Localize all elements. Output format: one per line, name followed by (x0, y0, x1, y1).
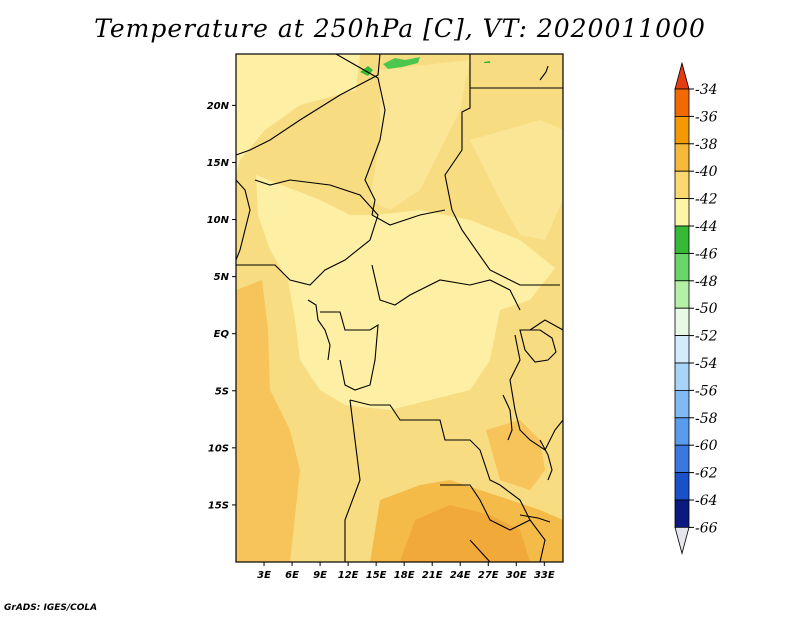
temperature-field (236, 54, 563, 562)
colorbar-label: -56 (695, 383, 718, 399)
lake-malawi (539, 439, 553, 481)
border-8 (320, 311, 379, 391)
field-light-north (370, 60, 470, 210)
lon-label: 30E (506, 570, 527, 581)
lake-tanganyika (502, 394, 513, 441)
border-7 (371, 264, 521, 311)
colorbar-label: -54 (695, 356, 718, 372)
colorbar-label: -36 (695, 109, 718, 125)
country-borders (235, 53, 564, 563)
lon-label: 18E (394, 570, 415, 581)
border-12 (469, 539, 491, 563)
lat-label: 5S (215, 386, 229, 397)
field-light-nw (236, 54, 360, 175)
lon-label: 33E (534, 570, 555, 581)
colorbar-swatch (674, 198, 690, 227)
colorbar-label: -58 (695, 411, 718, 427)
lon-label: 6E (285, 570, 299, 581)
colorbar-swatch (674, 362, 690, 391)
border-13 (509, 334, 564, 451)
colorbar-swatch (674, 444, 690, 474)
field-dark-east (486, 420, 545, 490)
coast-west (235, 179, 251, 261)
plot-frame (235, 53, 564, 563)
field-dark-west (236, 280, 300, 562)
lon-label: 12E (338, 570, 359, 581)
lon-label: 21E (422, 570, 443, 581)
colorbar-label: -66 (695, 520, 718, 536)
cold-spot-3 (484, 61, 490, 63)
border-3 (444, 54, 560, 286)
colorbar-label: -44 (695, 219, 718, 235)
lat-label: 5N (214, 272, 230, 283)
colorbar-swatch (674, 335, 690, 364)
grads-credit: GrADS: IGES/COLA (4, 603, 98, 613)
colorbar-swatch (674, 472, 690, 501)
colorbar-label: -52 (695, 329, 718, 345)
colorbar-label: -46 (695, 246, 718, 262)
colorbar-label: -34 (695, 82, 718, 98)
colorbar-swatch (674, 389, 690, 419)
colorbar-swatch (674, 499, 690, 528)
colorbar-label: -48 (695, 274, 718, 290)
colorbar-swatch (674, 280, 690, 309)
field-light-central (256, 175, 555, 410)
border-1 (235, 53, 381, 156)
colorbar-label: -62 (695, 466, 718, 482)
colorbar-bottom-arrow (674, 527, 690, 555)
map-title: Temperature at 250hPa [C], VT: 202001100… (94, 14, 706, 43)
colorbar: -34 -36 -38 -40 -42 -44 -46 -48 -50 -52 -54 -56 -58 -… (674, 61, 718, 555)
lon-label: 24E (450, 570, 471, 581)
lat-label: 15N (207, 158, 230, 169)
lon-label: 9E (313, 570, 327, 581)
lake-victoria (519, 329, 557, 363)
cold-spot-2 (383, 57, 420, 69)
lon-label: 3E (257, 570, 271, 581)
border-11 (440, 484, 531, 531)
border-6 (371, 209, 446, 226)
colorbar-label: -38 (695, 137, 718, 153)
border-14 (529, 319, 564, 331)
colorbar-swatch (674, 170, 690, 199)
border-5 (236, 179, 379, 286)
colorbar-swatch (674, 116, 690, 145)
latitude-axis: 20N 15N 10N 5N EQ 5S 10S 15S (207, 101, 236, 511)
lon-label: 15E (366, 570, 387, 581)
colorbar-label: -40 (695, 164, 718, 180)
colorbar-label: -50 (695, 301, 718, 317)
colorbar-label: -64 (695, 493, 718, 509)
lat-label: 10S (208, 443, 229, 454)
border-10 (344, 399, 361, 562)
lat-label: 10N (207, 215, 230, 226)
colorbar-swatch (674, 307, 690, 337)
lat-label: 20N (207, 101, 230, 112)
colorbar-label: -60 (695, 438, 718, 454)
field-light-east (470, 120, 563, 240)
border-2 (335, 53, 386, 216)
colorbar-swatch (674, 252, 690, 282)
longitude-axis: 3E 6E 9E 12E 15E 18E 21E 24E 27E 30E 33E (257, 562, 555, 581)
lat-label: 15S (208, 500, 229, 511)
colorbar-label: -42 (695, 192, 718, 208)
colorbar-swatch (674, 143, 690, 172)
colorbar-top-arrow (674, 61, 690, 90)
lat-label: EQ (214, 329, 230, 340)
field-darkest-south (400, 505, 530, 562)
colorbar-swatch (674, 225, 690, 254)
red-sea-coast (539, 65, 549, 81)
coast-gabon (307, 299, 331, 361)
colorbar-swatch (674, 88, 690, 117)
colorbar-swatch (674, 417, 690, 446)
lake-kariba (519, 514, 551, 523)
lon-label: 27E (478, 570, 499, 581)
